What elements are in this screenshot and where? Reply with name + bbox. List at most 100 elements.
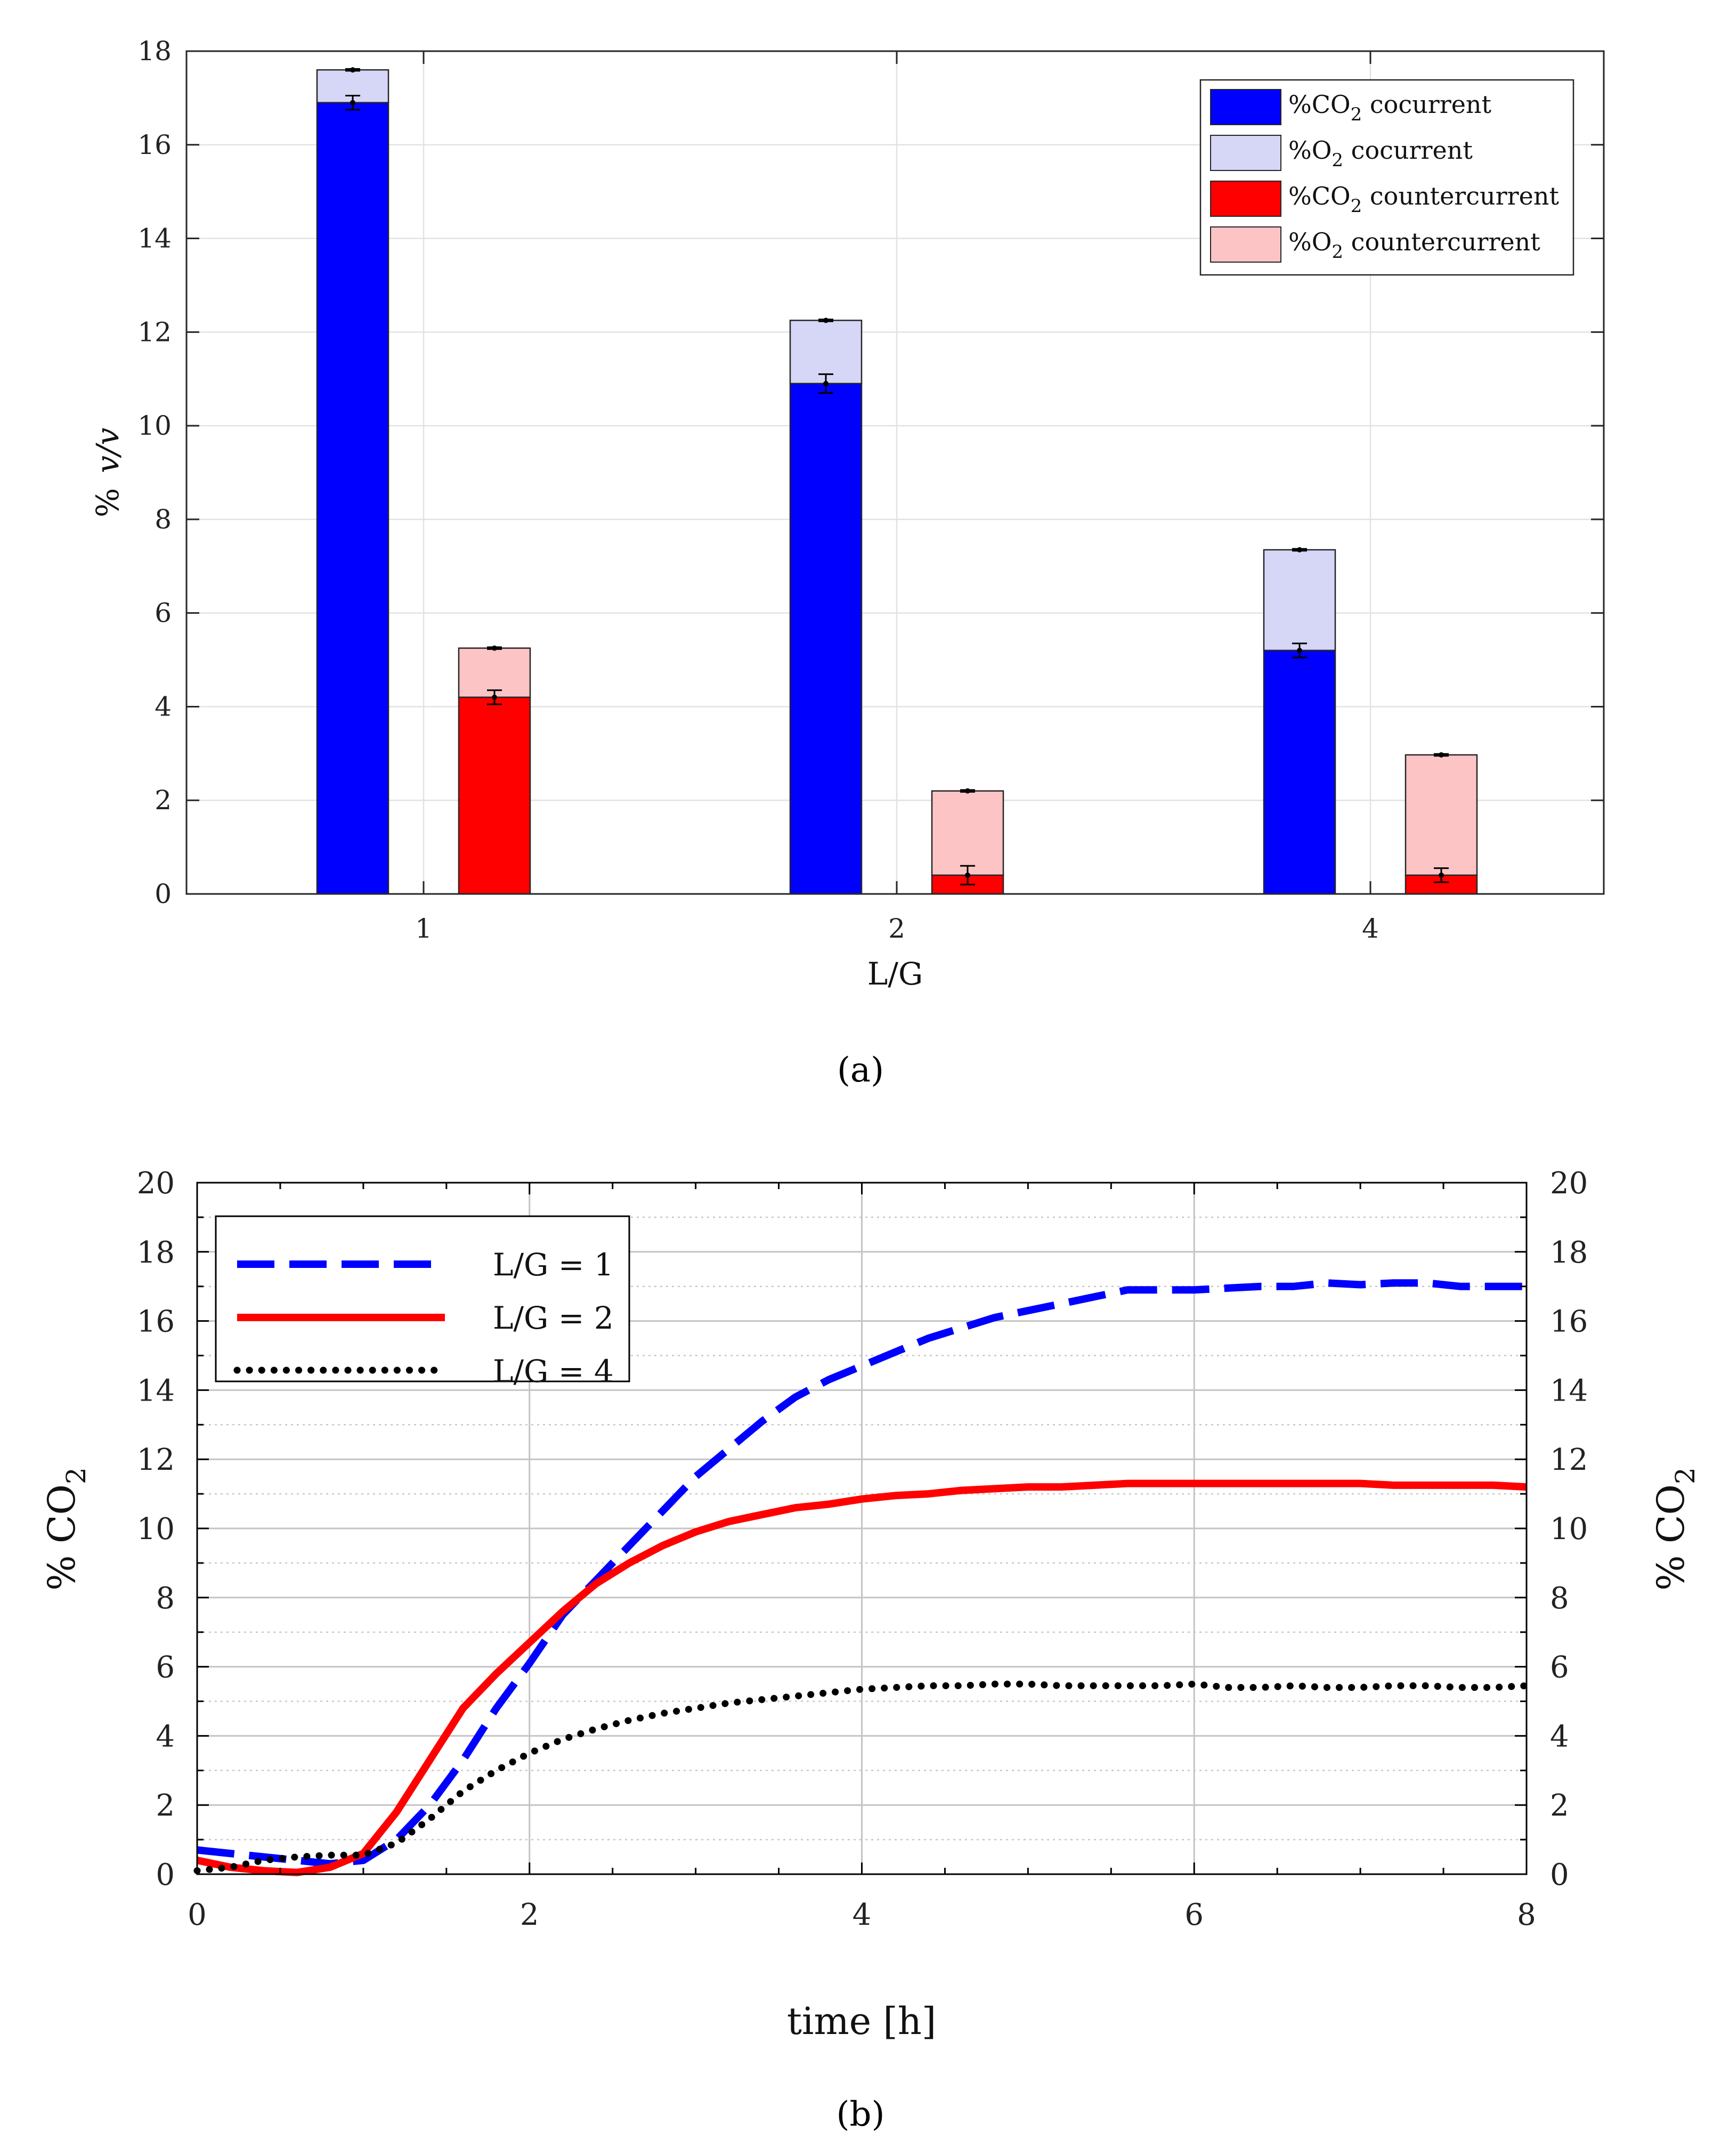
- panel-b-caption: (b): [837, 2095, 885, 2134]
- legend-text-co2-cocurrent: %CO2 cocurrent: [1288, 90, 1492, 125]
- panel-b-left-y-tick-labels: 0 2 4 6 8 10 12 14 16 18 20: [137, 1166, 175, 1892]
- a-y-tick-label: 0: [155, 878, 172, 909]
- panel-a-x-axis-label: L/G: [867, 956, 923, 992]
- legend-entry-o2-countercurrent: %O2 countercurrent: [1210, 226, 1540, 263]
- panel-b-x-tick-labels: 0 2 4 6 8: [188, 1898, 1536, 1932]
- b-x-tick-label: 6: [1184, 1898, 1204, 1932]
- error-bar: [345, 67, 360, 73]
- panel-a-y-axis-label: %v/v: [90, 428, 126, 517]
- bar-co2-countercurrent: [458, 696, 531, 895]
- panel-a-grid: [186, 51, 1604, 894]
- b-left-y-tick-label: 18: [137, 1235, 175, 1270]
- panel-a-x-tick-labels: 1 2 4: [415, 913, 1379, 944]
- a-y-tick-label: 14: [137, 223, 172, 254]
- series-line-lg2: [196, 1479, 1527, 1876]
- b-left-y-tick-label: 2: [156, 1788, 175, 1823]
- b-right-y-tick-label: 12: [1550, 1443, 1588, 1477]
- b-x-tick-label: 2: [520, 1898, 539, 1932]
- error-bar: [487, 645, 502, 651]
- b-left-y-tick-label: 12: [137, 1443, 175, 1477]
- legend-entry-lg4: L/G = 4: [233, 1353, 614, 1389]
- error-bar-mean-dot: [492, 694, 497, 700]
- panel-a-caption: (a): [837, 1051, 884, 1090]
- panel-b-legend-box: [215, 1215, 630, 1382]
- error-bar-mean-dot: [350, 100, 355, 105]
- series-line-lg4: [193, 1680, 1530, 1874]
- b-right-y-tick-label: 2: [1550, 1788, 1569, 1823]
- bar-o2-countercurrent: [1405, 754, 1478, 876]
- b-right-y-tick-label: 0: [1550, 1858, 1569, 1892]
- error-bar-mean-dot: [823, 318, 829, 323]
- b-x-tick-label: 8: [1517, 1898, 1536, 1932]
- legend-text-o2-countercurrent: %O2 countercurrent: [1288, 227, 1540, 263]
- legend-text-o2-cocurrent: %O2 cocurrent: [1288, 136, 1473, 171]
- legend-entry-o2-cocurrent: %O2 cocurrent: [1210, 135, 1473, 171]
- bar-o2-countercurrent: [458, 647, 531, 698]
- error-bar: [960, 865, 975, 885]
- b-right-y-tick-label: 16: [1550, 1305, 1588, 1339]
- panel-b-x-axis-label: time [h]: [787, 1999, 936, 2043]
- bar-co2-cocurrent: [316, 102, 389, 895]
- series-line-lg1: [197, 1279, 1527, 1868]
- legend-swatch-co2-cocurrent: [1210, 89, 1281, 125]
- legend-swatch-o2-countercurrent: [1210, 226, 1281, 263]
- panel-b-legend: L/G = 1 L/G = 2 L/G = 4: [215, 1215, 630, 1389]
- error-bar-mean-dot: [1439, 872, 1444, 878]
- error-bar: [345, 94, 360, 111]
- a-y-tick-label: 2: [155, 785, 172, 816]
- error-bar: [1434, 752, 1449, 758]
- panel-a-error-bars: [345, 67, 1449, 885]
- bar-o2-cocurrent: [789, 320, 863, 385]
- error-bar: [818, 373, 833, 394]
- error-bar: [1434, 867, 1449, 883]
- legend-text-lg2: L/G = 2: [493, 1300, 614, 1336]
- panel-b-tick-marks: [196, 1182, 1528, 1875]
- error-bar-mean-dot: [1297, 647, 1302, 653]
- a-y-tick-label: 12: [137, 316, 172, 347]
- panel-a-axes-box: [185, 50, 1605, 895]
- panel-a-legend: %CO2 cocurrent %O2 cocurrent %CO2 counte…: [1199, 79, 1574, 276]
- panel-b-right-y-tick-labels: 0 2 4 6 8 10 12 14 16 18 20: [1550, 1166, 1588, 1892]
- b-x-tick-label: 0: [188, 1898, 207, 1932]
- b-left-y-tick-label: 14: [137, 1373, 175, 1408]
- legend-entry-lg2: L/G = 2: [237, 1300, 614, 1336]
- error-bar: [1292, 547, 1307, 553]
- a-y-tick-label: 8: [155, 504, 172, 535]
- a-y-tick-label: 10: [137, 410, 172, 441]
- error-bar-mean-dot: [965, 872, 970, 878]
- a-x-tick-label: 2: [888, 913, 905, 944]
- b-right-y-tick-label: 14: [1550, 1373, 1588, 1408]
- b-left-y-tick-label: 16: [137, 1305, 175, 1339]
- b-right-y-tick-label: 4: [1550, 1719, 1569, 1754]
- panel-a-tick-marks: [186, 50, 1604, 895]
- panel-b-series-lines: [193, 1279, 1530, 1876]
- legend-entry-co2-cocurrent: %CO2 cocurrent: [1210, 89, 1492, 125]
- error-bar-mean-dot: [492, 645, 497, 651]
- error-bar-mean-dot: [823, 381, 829, 387]
- b-right-y-tick-label: 10: [1550, 1512, 1588, 1547]
- legend-text-lg1: L/G = 1: [493, 1247, 614, 1283]
- legend-entry-lg1: L/G = 1: [237, 1247, 614, 1283]
- a-x-tick-label: 4: [1362, 913, 1379, 944]
- legend-swatch-co2-countercurrent: [1210, 181, 1281, 217]
- error-bar: [818, 318, 833, 323]
- error-bar: [960, 788, 975, 794]
- error-bar: [1292, 642, 1307, 658]
- error-bar-mean-dot: [1297, 547, 1302, 553]
- bar-o2-cocurrent: [1263, 549, 1336, 652]
- a-y-tick-label: 16: [137, 129, 172, 160]
- legend-text-lg4: L/G = 4: [493, 1353, 614, 1389]
- b-left-y-tick-label: 10: [137, 1512, 175, 1547]
- legend-entry-co2-countercurrent: %CO2 countercurrent: [1210, 181, 1560, 217]
- legend-swatch-o2-cocurrent: [1210, 135, 1281, 171]
- error-bar-mean-dot: [1439, 752, 1444, 758]
- legend-text-co2-countercurrent: %CO2 countercurrent: [1288, 182, 1560, 217]
- a-x-tick-label: 1: [415, 913, 432, 944]
- b-left-y-tick-label: 8: [156, 1581, 175, 1616]
- panel-b-grid: [197, 1183, 1527, 1874]
- b-right-y-tick-label: 8: [1550, 1581, 1569, 1616]
- error-bar-mean-dot: [965, 788, 970, 794]
- b-left-y-tick-label: 6: [156, 1650, 175, 1685]
